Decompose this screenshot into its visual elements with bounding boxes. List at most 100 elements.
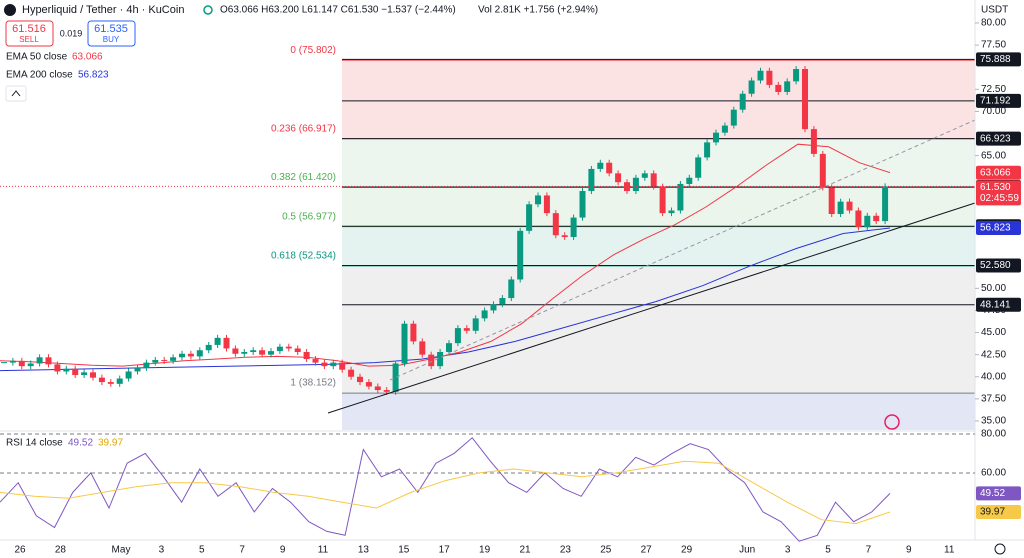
candle bbox=[846, 201, 853, 211]
candle bbox=[517, 230, 524, 280]
candle bbox=[214, 337, 221, 345]
candle bbox=[170, 357, 177, 361]
settings-icon[interactable] bbox=[994, 543, 1006, 555]
x-tick-label: 26 bbox=[14, 545, 26, 556]
ema50-tag-label: 63.066 bbox=[980, 167, 1011, 178]
candle bbox=[766, 70, 773, 85]
level-tag-label: 66.923 bbox=[980, 133, 1011, 144]
candle bbox=[54, 364, 61, 372]
candle bbox=[615, 173, 622, 183]
candle bbox=[428, 354, 435, 367]
candle bbox=[570, 217, 577, 238]
candle bbox=[775, 84, 782, 92]
candle bbox=[472, 318, 479, 331]
candle bbox=[632, 177, 639, 192]
fib-label: 0.5 (56.977) bbox=[282, 211, 336, 222]
x-tick-label: 19 bbox=[479, 545, 491, 556]
candle bbox=[819, 153, 826, 188]
x-tick-label: 23 bbox=[560, 545, 572, 556]
level-tag bbox=[976, 131, 1021, 146]
x-tick-label: 5 bbox=[825, 545, 831, 556]
candle bbox=[250, 350, 257, 352]
candle bbox=[713, 132, 719, 143]
buy-button[interactable]: 61.535 BUY bbox=[87, 20, 136, 47]
level-tag-label: 52.580 bbox=[980, 260, 1011, 271]
candle bbox=[312, 359, 319, 363]
level-tag bbox=[976, 297, 1021, 312]
candle bbox=[526, 204, 533, 231]
sell-price[interactable]: 61.516 bbox=[12, 23, 46, 35]
fib-label: 0 (75.802) bbox=[290, 45, 336, 56]
x-tick-label: 29 bbox=[681, 545, 693, 556]
candle bbox=[419, 341, 426, 355]
fib-label: 0.382 (61.420) bbox=[271, 172, 336, 183]
fib-zone bbox=[342, 265, 975, 394]
y-tick-label: 50.00 bbox=[981, 283, 1006, 294]
fib-zone bbox=[342, 393, 975, 430]
candle bbox=[650, 173, 657, 187]
alert-icon[interactable] bbox=[884, 414, 900, 430]
fib-zone bbox=[342, 60, 975, 139]
candle bbox=[641, 173, 648, 178]
candle bbox=[294, 348, 301, 352]
candle bbox=[535, 195, 541, 205]
candle bbox=[588, 168, 595, 192]
candle bbox=[659, 186, 666, 214]
buy-box[interactable] bbox=[87, 20, 136, 47]
candle bbox=[116, 378, 123, 384]
fib-label: 0.618 (52.534) bbox=[271, 251, 336, 262]
sell-label[interactable]: SELL bbox=[19, 35, 39, 44]
x-tick-label: 17 bbox=[439, 545, 451, 556]
x-tick-label: May bbox=[112, 545, 131, 556]
candle bbox=[739, 93, 746, 110]
candle bbox=[873, 215, 880, 222]
symbol-title[interactable]: Hyperliquid / Tether · 4h · KuCoin bbox=[22, 4, 184, 16]
candle bbox=[730, 109, 737, 126]
candle bbox=[223, 337, 230, 349]
candle bbox=[339, 362, 346, 370]
y-tick-label: 65.00 bbox=[981, 150, 1006, 161]
trend-channel bbox=[389, 119, 976, 381]
currency[interactable]: USDT bbox=[981, 5, 1008, 16]
candle bbox=[232, 348, 239, 354]
candle bbox=[864, 215, 871, 228]
x-tick-label: 9 bbox=[906, 545, 912, 556]
candle bbox=[1, 362, 7, 364]
candle bbox=[303, 351, 310, 360]
collapse-button[interactable] bbox=[5, 85, 27, 102]
candle bbox=[98, 377, 105, 383]
candle bbox=[18, 360, 25, 367]
candle bbox=[107, 382, 114, 384]
y-tick-label: 45.00 bbox=[981, 327, 1006, 338]
candle bbox=[276, 346, 283, 352]
rsi-value: 49.52 bbox=[68, 438, 93, 449]
candle bbox=[365, 382, 372, 387]
buy-label[interactable]: BUY bbox=[103, 35, 120, 44]
level-tag bbox=[976, 52, 1021, 67]
sell-button[interactable]: 61.516 SELL bbox=[5, 20, 54, 47]
candle bbox=[606, 162, 613, 174]
buy-price[interactable]: 61.535 bbox=[94, 23, 128, 35]
candle bbox=[205, 344, 212, 351]
market-status bbox=[203, 5, 213, 15]
candle bbox=[357, 376, 363, 383]
level-tag bbox=[976, 258, 1021, 273]
fib-zone bbox=[342, 138, 975, 188]
x-tick-label: 15 bbox=[398, 545, 410, 556]
rsi-tag bbox=[976, 486, 1021, 501]
rsi-ma-tag-label: 39.97 bbox=[980, 507, 1005, 518]
candle bbox=[784, 81, 791, 92]
candle bbox=[81, 372, 88, 375]
candle bbox=[463, 328, 470, 331]
ema200-legend[interactable]: EMA 200 close bbox=[6, 70, 73, 81]
candle bbox=[668, 210, 675, 214]
candle bbox=[321, 362, 328, 367]
fib-label: 0.236 (66.917) bbox=[271, 123, 336, 134]
candle bbox=[72, 368, 79, 375]
ema50-legend[interactable]: EMA 50 close bbox=[6, 52, 68, 63]
sell-box[interactable] bbox=[5, 20, 54, 47]
rsi-legend[interactable]: RSI 14 close bbox=[6, 438, 63, 449]
rsi-line bbox=[0, 437, 891, 542]
y-tick-label: 77.50 bbox=[981, 40, 1006, 51]
candle bbox=[410, 323, 417, 342]
